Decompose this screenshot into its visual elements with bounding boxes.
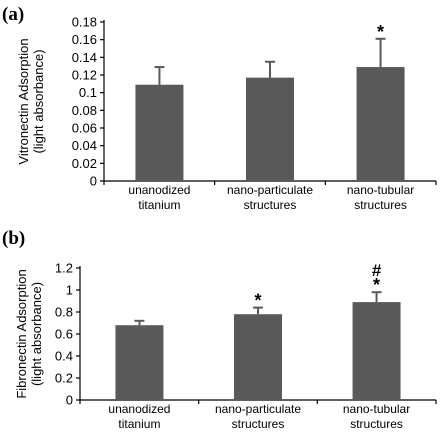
category-label: nano-tubular bbox=[343, 402, 410, 416]
y-tick-label: 0 bbox=[66, 393, 73, 408]
y-axis-title: Fibronectin Adsorption bbox=[14, 269, 29, 398]
y-tick-label: 0.06 bbox=[72, 121, 97, 136]
y-tick-label: 0.16 bbox=[72, 32, 97, 47]
significance-star: * bbox=[373, 275, 380, 295]
y-tick-label: 0.04 bbox=[72, 138, 97, 153]
category-label: structures bbox=[232, 417, 285, 431]
y-tick-label: 0.02 bbox=[72, 156, 97, 171]
y-tick-label: 0.4 bbox=[55, 349, 73, 364]
panel-label: (b) bbox=[2, 228, 25, 249]
category-label: structures bbox=[244, 198, 297, 212]
bar bbox=[356, 67, 405, 181]
bar bbox=[115, 325, 164, 400]
bar bbox=[135, 84, 184, 181]
significance-hash: # bbox=[372, 261, 382, 280]
bar bbox=[246, 77, 294, 181]
y-axis-title: Vitronectin Adsorption bbox=[16, 38, 31, 164]
y-tick-label: 0.08 bbox=[72, 103, 97, 118]
chart-panel-b: (b) 0 0.2 0.4 0.6 0.8 1 1.2 Fibronectin Adsorpti… bbox=[2, 228, 437, 431]
significance-star: * bbox=[254, 291, 261, 311]
y-tick-label: 1.2 bbox=[55, 261, 73, 276]
y-tick-label: 0.2 bbox=[55, 371, 73, 386]
y-tick-label: 0.12 bbox=[72, 68, 97, 83]
y-tick-label: 0.6 bbox=[55, 327, 73, 342]
category-label: structures bbox=[350, 417, 403, 431]
y-axis-title: (light absorbance) bbox=[29, 282, 44, 386]
category-label: unanodized bbox=[108, 402, 170, 416]
y-tick-label: 0.18 bbox=[72, 15, 97, 30]
category-label: titanium bbox=[118, 417, 160, 431]
significance-star: * bbox=[377, 22, 384, 42]
category-label: nano-tubular bbox=[347, 183, 414, 197]
category-label: nano-particulate bbox=[227, 183, 313, 197]
y-tick-label: 1 bbox=[66, 283, 73, 298]
panel-label: (a) bbox=[2, 4, 24, 25]
category-label: nano-particulate bbox=[215, 402, 301, 416]
y-tick-label: 0 bbox=[90, 174, 97, 189]
category-label: unanodized bbox=[128, 183, 190, 197]
chart-panel-a: (a) 0 0.02 0.04 0.06 0.08 0.1 0.12 0.14 0.16 0.18 V… bbox=[2, 4, 437, 212]
bar bbox=[352, 302, 401, 400]
category-label: structures bbox=[354, 198, 407, 212]
y-tick-label: 0.8 bbox=[55, 305, 73, 320]
y-tick-label: 0.1 bbox=[79, 85, 97, 100]
y-axis-title: (light absorbance) bbox=[31, 49, 46, 153]
category-label: titanium bbox=[138, 198, 180, 212]
bar bbox=[234, 314, 282, 400]
y-tick-label: 0.14 bbox=[72, 50, 97, 65]
